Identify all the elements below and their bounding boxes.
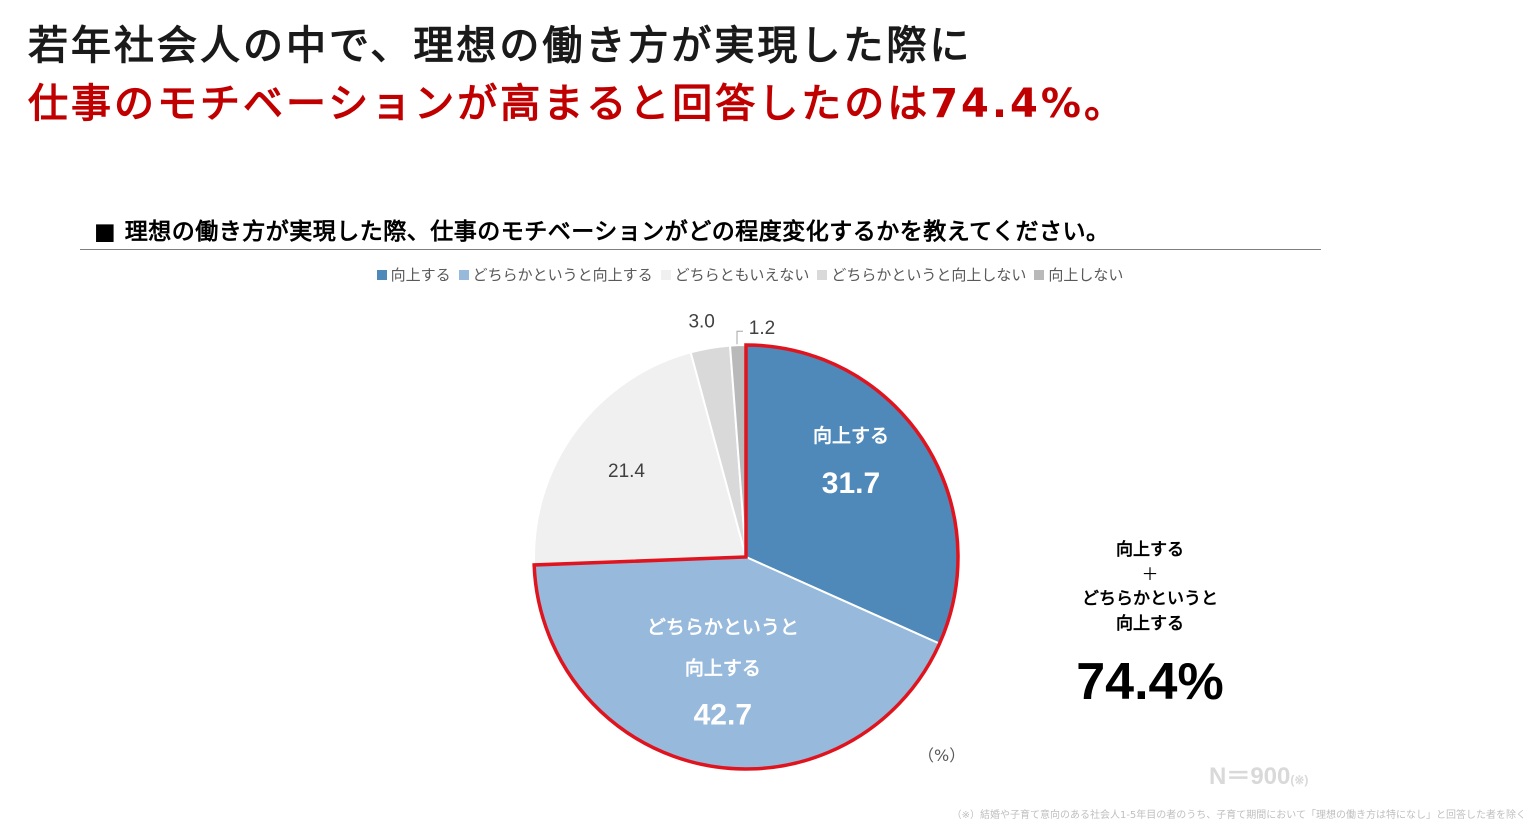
sample-size: N＝900(※) — [1209, 756, 1308, 791]
slice-value-label: 21.4 — [608, 461, 645, 482]
slice-value-label: 31.7 — [822, 467, 880, 500]
legend-label: どちらかというと向上しない — [831, 266, 1027, 284]
legend-item: 向上する — [376, 264, 451, 285]
slice-value-label: 42.7 — [694, 699, 752, 732]
question-divider — [80, 249, 1321, 250]
total-caption-line-2: どちらかというと — [1082, 589, 1218, 609]
legend-swatch — [1034, 270, 1045, 280]
total-caption: 向上する ＋ どちらかというと 向上する — [1050, 538, 1250, 636]
slice-label-up: 向上する — [813, 424, 889, 447]
legend-label: 向上する — [390, 266, 451, 284]
sample-size-mark: (※) — [1290, 773, 1309, 787]
slice-value-label: 1.2 — [749, 318, 775, 339]
legend-item: どちらかというと向上する — [458, 264, 653, 285]
footnote: （※）結婚や子育て意向のある社会人1-5年目の者のうち、子育て期間において「理想… — [951, 810, 1526, 821]
total-caption-line-1: 向上する — [1116, 540, 1184, 560]
unit-label: （%） — [918, 746, 966, 765]
pie-slice — [533, 351, 748, 567]
highlight-outline — [532, 343, 960, 771]
legend-swatch — [376, 270, 387, 280]
legend-label: 向上しない — [1048, 266, 1124, 284]
legend-label: どちらかというと向上する — [472, 266, 653, 284]
legend-item: どちらともいえない — [660, 264, 810, 285]
legend-swatch — [660, 270, 671, 280]
legend-item: どちらかというと向上しない — [817, 264, 1026, 285]
legend-swatch — [817, 270, 828, 280]
survey-question: ■ 理想の働き方が実現した際、仕事のモチベーションがどの程度変化するかを教えてく… — [94, 219, 1110, 245]
total-value: 74.4% — [1076, 653, 1224, 711]
headline-line-1: 若年社会人の中で、理想の働き方が実現した際に — [28, 23, 973, 69]
legend-label: どちらともいえない — [674, 266, 810, 284]
legend-swatch — [458, 270, 469, 280]
chart-legend: 向上する どちらかというと向上する どちらともいえない どちらかというと向上しない 向上… — [0, 264, 1500, 285]
slice-value-label: 3.0 — [688, 311, 714, 332]
leader-line — [736, 330, 743, 345]
headline-line-2: 仕事のモチベーションが高まると回答したのは74.4%。 — [28, 81, 1127, 127]
total-caption-line-3: 向上する — [1116, 613, 1184, 634]
sample-size-label: N＝900 — [1209, 763, 1291, 790]
slice-label-rather-up-line-2: 向上する — [685, 657, 761, 680]
total-caption-plus: ＋ — [1141, 564, 1159, 585]
legend-item: 向上しない — [1034, 264, 1123, 285]
slice-label-rather-up-line-1: どちらかというと — [647, 617, 799, 639]
